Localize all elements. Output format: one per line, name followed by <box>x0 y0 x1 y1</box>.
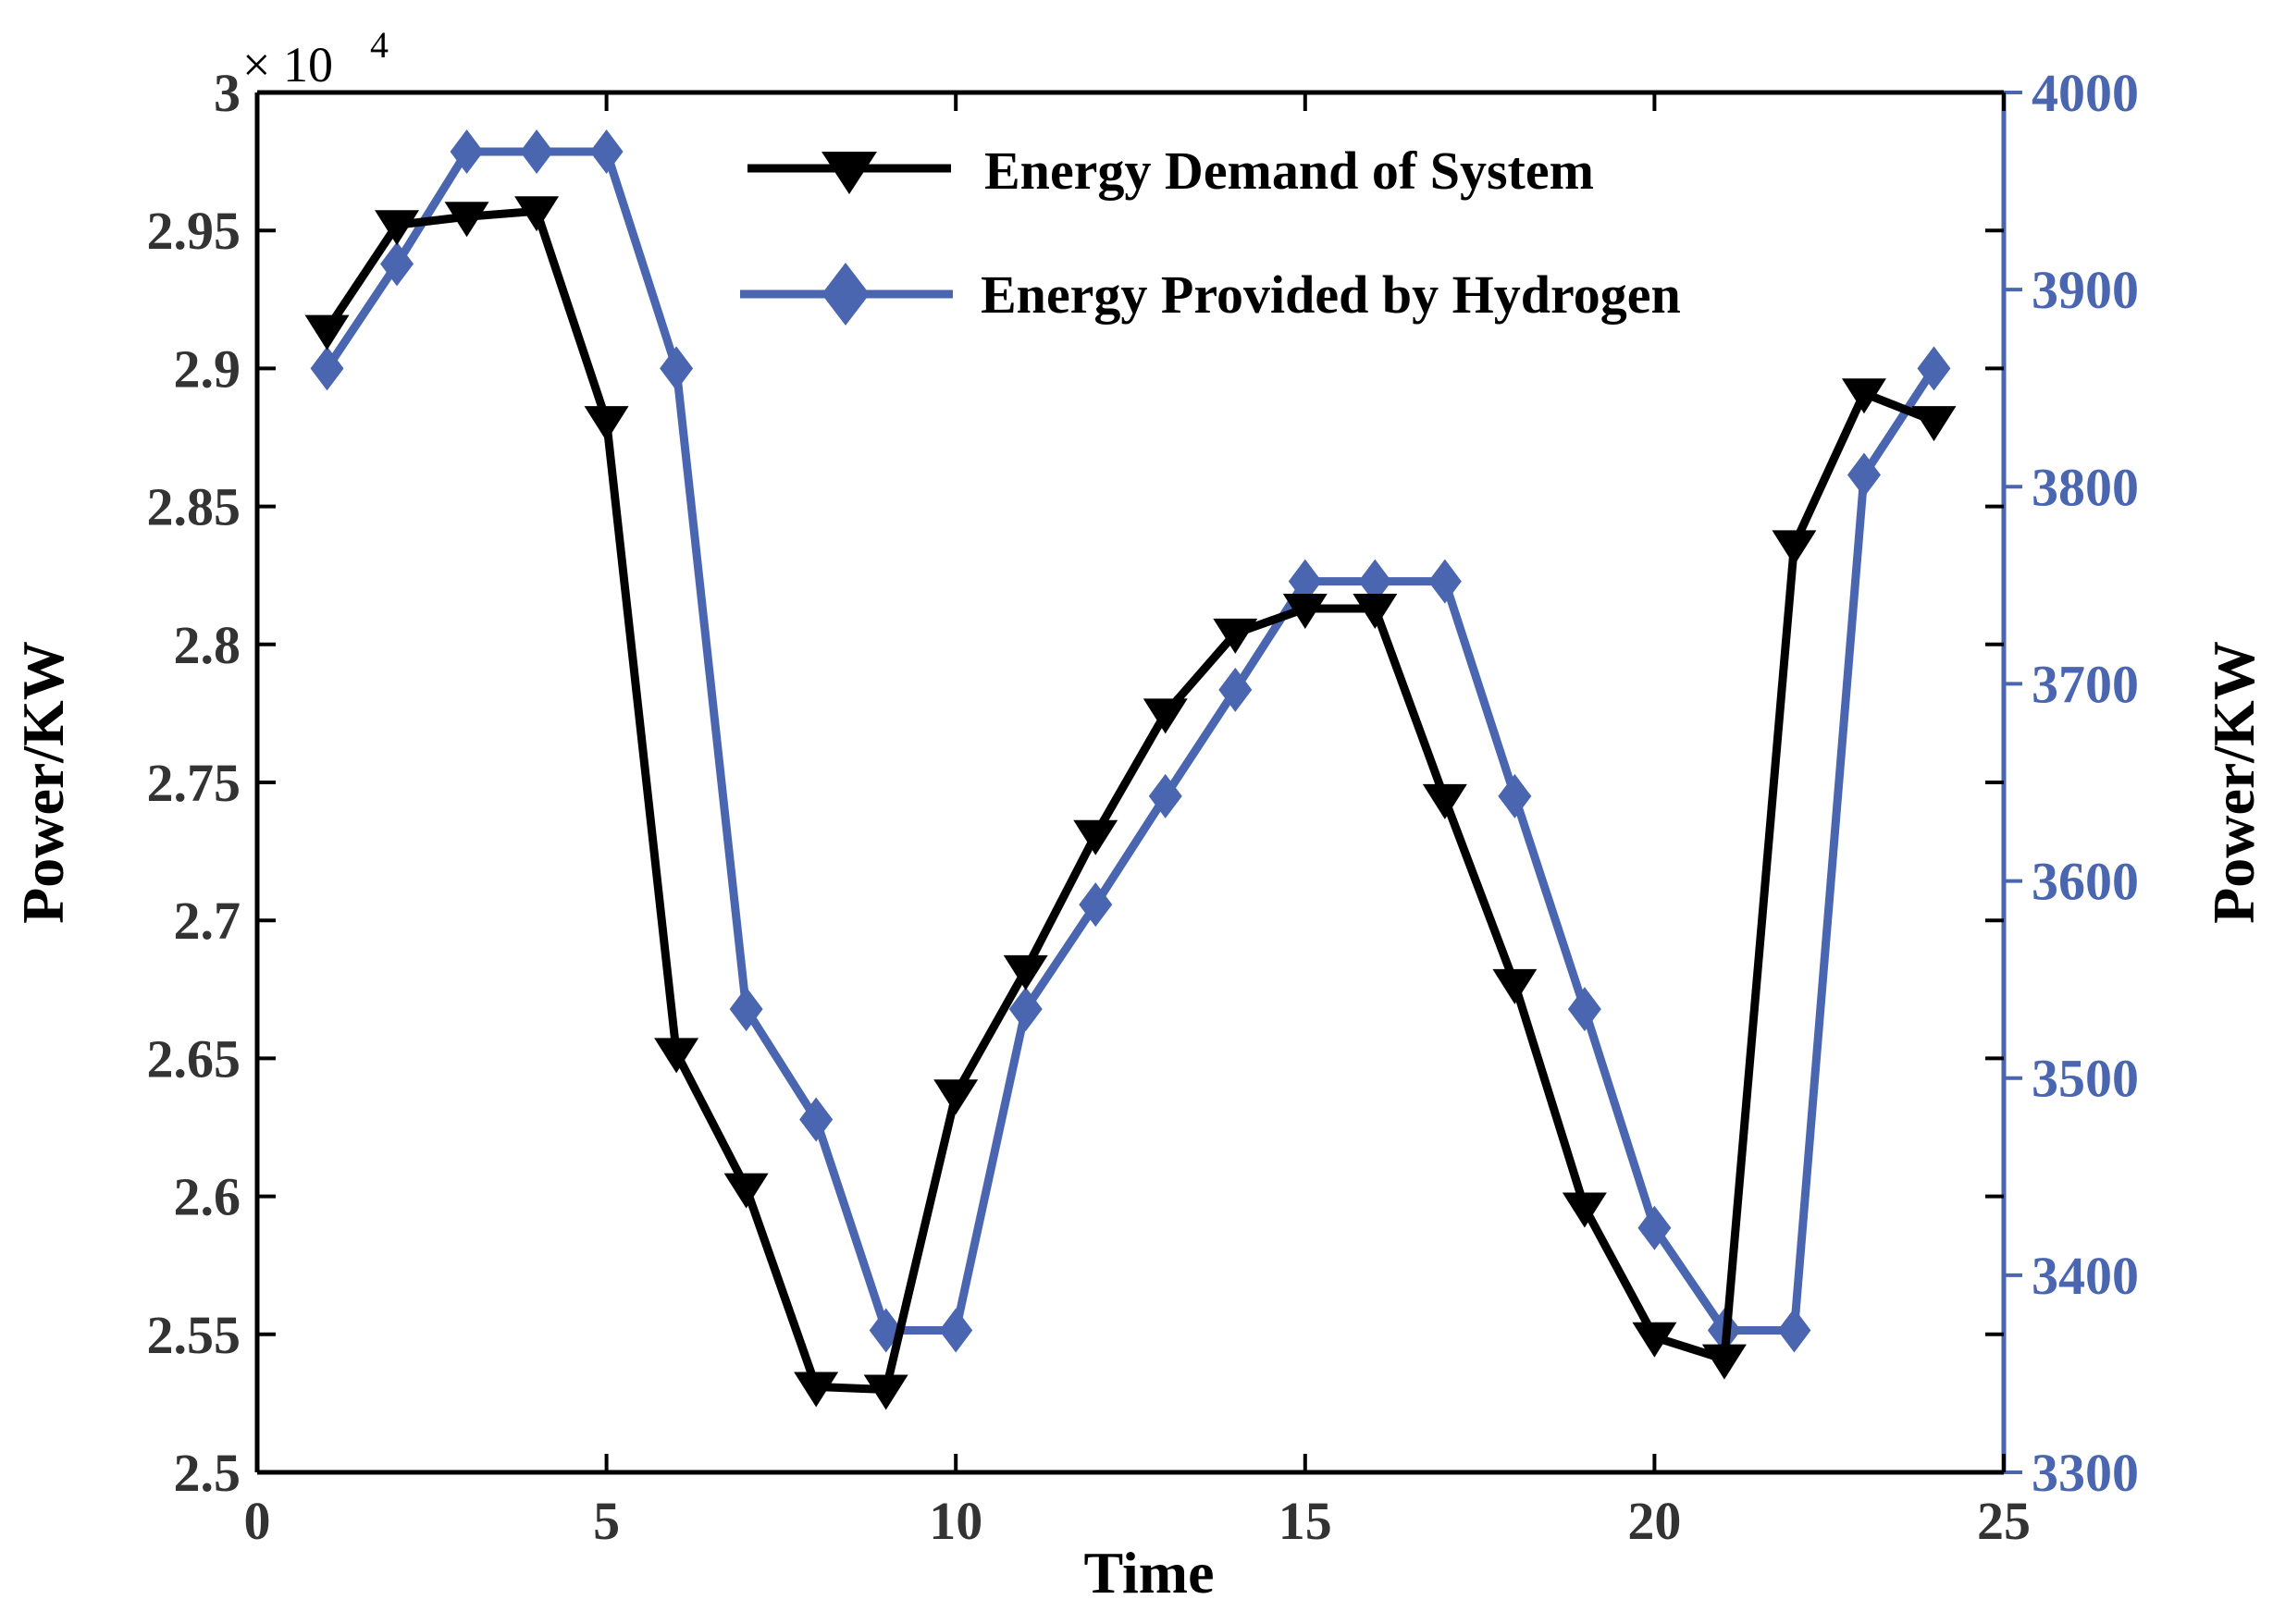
hydrogen-point-diamond <box>1079 882 1113 928</box>
hydrogen-point-diamond <box>589 129 624 174</box>
right-tick-label: 3600 <box>2032 852 2139 912</box>
hydrogen-point-diamond <box>380 241 414 287</box>
hydrogen-point-diamond <box>1847 452 1881 498</box>
left-tick-label: 2.8 <box>174 615 241 675</box>
left-tick-label: 2.9 <box>174 338 241 399</box>
legend-label-hydrogen: Energy Provided by Hydrogen <box>981 265 1681 325</box>
demand-point-triangle <box>514 196 560 232</box>
hydrogen-point-diamond <box>310 346 344 391</box>
demand-point-triangle <box>1772 530 1817 566</box>
left-axis-multiplier: × 10 <box>242 37 333 92</box>
y-axis-label-right: Power/KW <box>2201 641 2267 924</box>
x-axis-ticks: 0 5 10 15 20 25 <box>244 92 2031 1551</box>
demand-point-triangle <box>584 406 629 442</box>
demand-point-triangle <box>375 210 420 246</box>
demand-point-triangle <box>1701 1344 1747 1380</box>
demand-point-triangle <box>723 1173 769 1209</box>
right-axis-ticks: 3300 3400 3500 3600 3700 3800 3900 4000 <box>2004 63 2139 1503</box>
left-tick-label: 2.85 <box>147 477 241 537</box>
x-tick-label: 15 <box>1279 1491 1332 1551</box>
left-tick-label: 2.7 <box>174 891 241 951</box>
legend: Energy Demand of System Energy Provided … <box>740 141 1681 326</box>
demand-point-triangle <box>654 1038 699 1074</box>
hydrogen-point-diamond <box>1777 1308 1811 1353</box>
demand-point-triangle <box>1422 783 1467 819</box>
series-energy-demand-of-system <box>304 196 1957 1410</box>
left-tick-label: 2.5 <box>174 1443 241 1503</box>
y-axis-label-left: Power/KW <box>10 641 76 924</box>
legend-label-demand: Energy Demand of System <box>984 141 1594 201</box>
demand-point-triangle <box>1911 406 1957 442</box>
demand-point-triangle <box>1003 954 1048 990</box>
left-tick-label: 2.65 <box>147 1028 241 1089</box>
left-tick-label: 3 <box>214 63 241 123</box>
demand-point-triangle <box>1143 698 1188 734</box>
right-tick-label: 3700 <box>2032 654 2139 714</box>
hydrogen-point-diamond <box>1288 559 1322 604</box>
hydrogen-point-diamond <box>1567 987 1601 1032</box>
left-tick-label: 2.55 <box>147 1305 241 1365</box>
hydrogen-point-diamond <box>1917 346 1951 391</box>
demand-point-triangle <box>1282 594 1328 630</box>
left-tick-label: 2.75 <box>147 753 241 813</box>
hydrogen-point-diamond <box>1427 559 1462 604</box>
hydrogen-point-diamond <box>1358 559 1392 604</box>
hydrogen-point-diamond <box>729 987 763 1032</box>
demand-point-triangle <box>304 314 350 351</box>
demand-point-triangle <box>1841 378 1886 414</box>
demand-point-triangle <box>1213 618 1258 654</box>
hydrogen-point-diamond <box>799 1097 834 1142</box>
legend-marker-triangle-down <box>821 152 877 194</box>
hydrogen-point-diamond <box>520 129 554 174</box>
legend-marker-diamond <box>821 263 870 326</box>
hydrogen-point-diamond <box>939 1308 973 1353</box>
hydrogen-point-diamond <box>1148 773 1182 818</box>
demand-point-triangle <box>933 1079 979 1115</box>
right-tick-label: 3500 <box>2032 1049 2139 1109</box>
demand-point-triangle <box>863 1374 908 1410</box>
demand-point-triangle <box>1492 968 1538 1004</box>
right-tick-label: 3800 <box>2032 457 2139 517</box>
demand-point-triangle <box>1632 1322 1677 1358</box>
x-tick-label: 20 <box>1627 1491 1681 1551</box>
demand-point-triangle <box>444 202 489 238</box>
x-tick-label: 25 <box>1977 1491 2031 1551</box>
hydrogen-point-diamond <box>1637 1205 1672 1250</box>
left-tick-label: 2.95 <box>147 201 241 261</box>
x-axis-label: Time <box>1083 1540 1214 1606</box>
x-tick-label: 5 <box>593 1491 620 1551</box>
hydrogen-point-diamond <box>660 346 694 391</box>
x-tick-label: 0 <box>244 1491 271 1551</box>
left-axis-ticks: 2.5 2.55 2.6 2.65 2.7 2.75 2.8 2.85 2.9 2.95 3 <box>147 63 2004 1503</box>
demand-point-triangle <box>1353 594 1398 630</box>
right-tick-label: 3300 <box>2032 1443 2139 1503</box>
hydrogen-point-diamond <box>1218 667 1253 712</box>
left-tick-label: 2.6 <box>174 1167 241 1227</box>
hydrogen-point-diamond <box>1008 987 1043 1032</box>
x-tick-label: 10 <box>929 1491 982 1551</box>
hydrogen-point-diamond <box>1498 773 1532 818</box>
demand-line <box>323 206 1936 1394</box>
series-energy-provided-by-hydrogen <box>310 129 1951 1353</box>
right-tick-label: 4000 <box>2032 63 2139 123</box>
demand-point-triangle <box>1073 819 1118 855</box>
demand-point-triangle <box>794 1372 839 1408</box>
hydrogen-point-diamond <box>450 129 484 174</box>
demand-point-triangle <box>1562 1192 1607 1228</box>
right-tick-label: 3900 <box>2032 260 2139 320</box>
left-axis-multiplier-exponent: 4 <box>370 24 389 66</box>
right-tick-label: 3400 <box>2032 1246 2139 1306</box>
